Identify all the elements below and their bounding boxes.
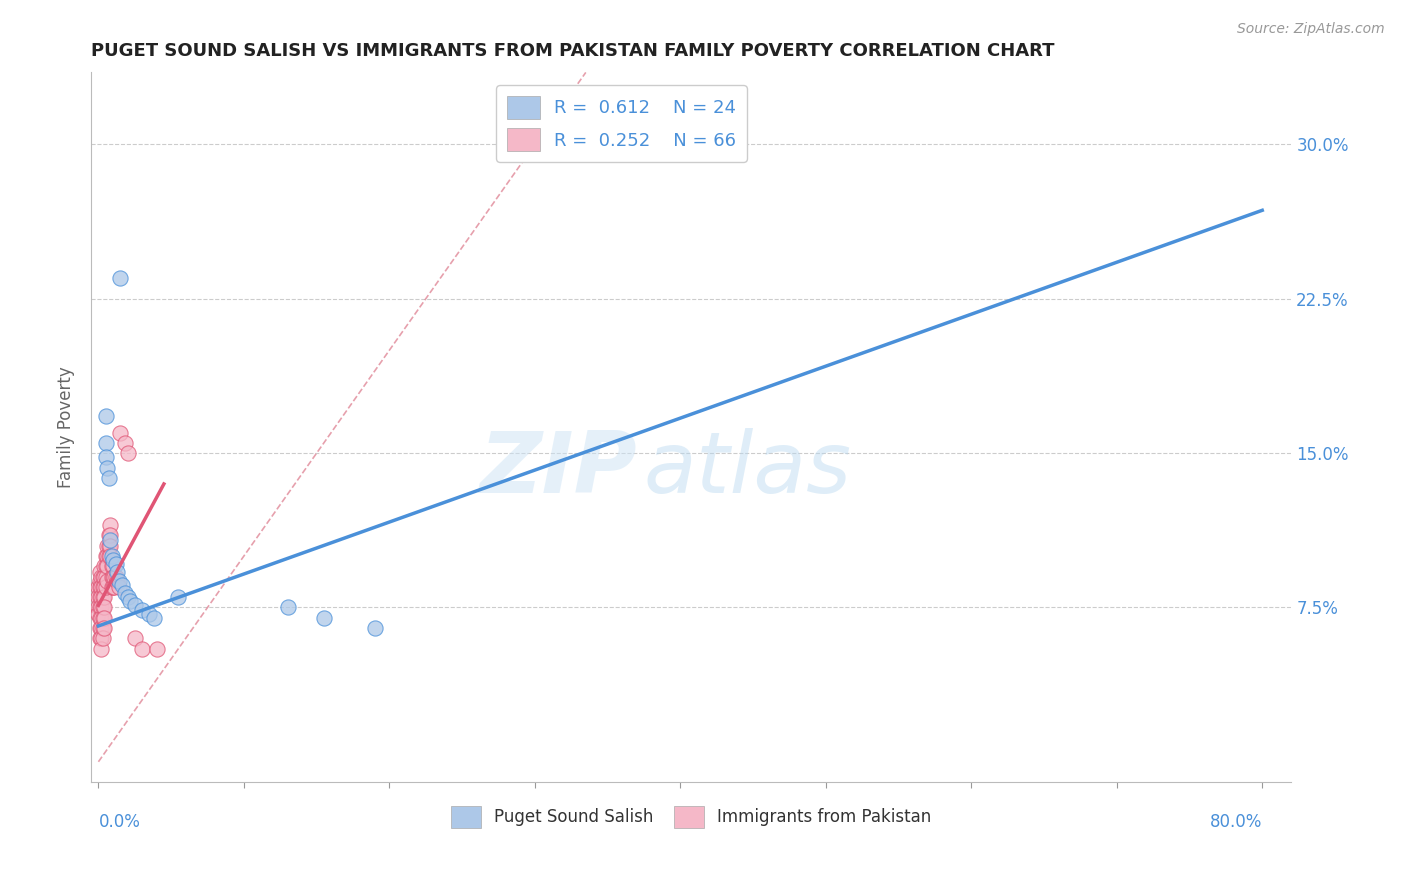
Point — [107, 574, 129, 588]
Point — [91, 621, 114, 635]
Point — [90, 569, 112, 583]
Point — [110, 271, 132, 285]
Point — [97, 539, 120, 553]
Point — [312, 611, 335, 625]
Point — [124, 632, 146, 646]
Point — [89, 621, 111, 635]
Legend: Puget Sound Salish, Immigrants from Pakistan: Puget Sound Salish, Immigrants from Paki… — [444, 799, 938, 834]
Point — [94, 569, 117, 583]
Point — [89, 580, 111, 594]
Point — [167, 590, 190, 604]
Point — [87, 607, 110, 621]
Point — [87, 590, 110, 604]
Point — [117, 590, 139, 604]
Point — [96, 460, 118, 475]
Point — [124, 599, 146, 613]
Point — [101, 569, 124, 583]
Point — [93, 600, 115, 615]
Point — [114, 586, 136, 600]
Point — [100, 580, 122, 594]
Point — [93, 580, 115, 594]
Point — [94, 559, 117, 574]
Point — [100, 569, 122, 583]
Point — [145, 641, 167, 656]
Y-axis label: Family Poverty: Family Poverty — [58, 367, 75, 488]
Point — [93, 611, 115, 625]
Point — [97, 528, 120, 542]
Point — [131, 641, 153, 656]
Point — [87, 600, 110, 615]
Point — [94, 450, 117, 465]
Point — [89, 566, 111, 580]
Point — [105, 574, 128, 588]
Point — [142, 611, 165, 625]
Point — [97, 549, 120, 563]
Point — [111, 578, 134, 592]
Point — [100, 549, 122, 563]
Point — [277, 600, 299, 615]
Point — [91, 611, 114, 625]
Point — [104, 558, 127, 572]
Point — [90, 621, 112, 635]
Point — [91, 632, 114, 646]
Point — [93, 621, 115, 635]
Point — [103, 569, 125, 583]
Point — [97, 471, 120, 485]
Point — [89, 590, 111, 604]
Point — [101, 553, 124, 567]
Point — [89, 574, 111, 588]
Text: PUGET SOUND SALISH VS IMMIGRANTS FROM PAKISTAN FAMILY POVERTY CORRELATION CHART: PUGET SOUND SALISH VS IMMIGRANTS FROM PA… — [91, 42, 1055, 60]
Point — [110, 425, 132, 440]
Point — [114, 435, 136, 450]
Point — [91, 590, 114, 604]
Point — [94, 580, 117, 594]
Point — [120, 594, 142, 608]
Text: ZIP: ZIP — [479, 428, 637, 511]
Point — [94, 409, 117, 423]
Text: atlas: atlas — [643, 428, 851, 511]
Point — [98, 528, 121, 542]
Point — [89, 611, 111, 625]
Point — [98, 518, 121, 533]
Point — [87, 580, 110, 594]
Point — [89, 632, 111, 646]
Point — [90, 611, 112, 625]
Point — [94, 549, 117, 563]
Point — [90, 641, 112, 656]
Point — [93, 569, 115, 583]
Point — [98, 533, 121, 547]
Point — [96, 549, 118, 563]
Point — [98, 539, 121, 553]
Point — [89, 600, 111, 615]
Point — [107, 580, 129, 594]
Point — [98, 549, 121, 563]
Point — [96, 559, 118, 574]
Point — [90, 590, 112, 604]
Point — [103, 580, 125, 594]
Point — [138, 607, 160, 621]
Point — [104, 569, 127, 583]
Point — [90, 632, 112, 646]
Point — [93, 590, 115, 604]
Point — [91, 580, 114, 594]
Point — [364, 621, 387, 635]
Point — [117, 446, 139, 460]
Point — [90, 580, 112, 594]
Text: Source: ZipAtlas.com: Source: ZipAtlas.com — [1237, 22, 1385, 37]
Point — [96, 539, 118, 553]
Point — [90, 600, 112, 615]
Point — [91, 600, 114, 615]
Point — [105, 566, 128, 580]
Point — [131, 602, 153, 616]
Text: 80.0%: 80.0% — [1211, 813, 1263, 831]
Point — [91, 569, 114, 583]
Point — [101, 559, 124, 574]
Point — [93, 559, 115, 574]
Point — [96, 574, 118, 588]
Point — [101, 580, 124, 594]
Point — [94, 435, 117, 450]
Point — [100, 559, 122, 574]
Text: 0.0%: 0.0% — [98, 813, 141, 831]
